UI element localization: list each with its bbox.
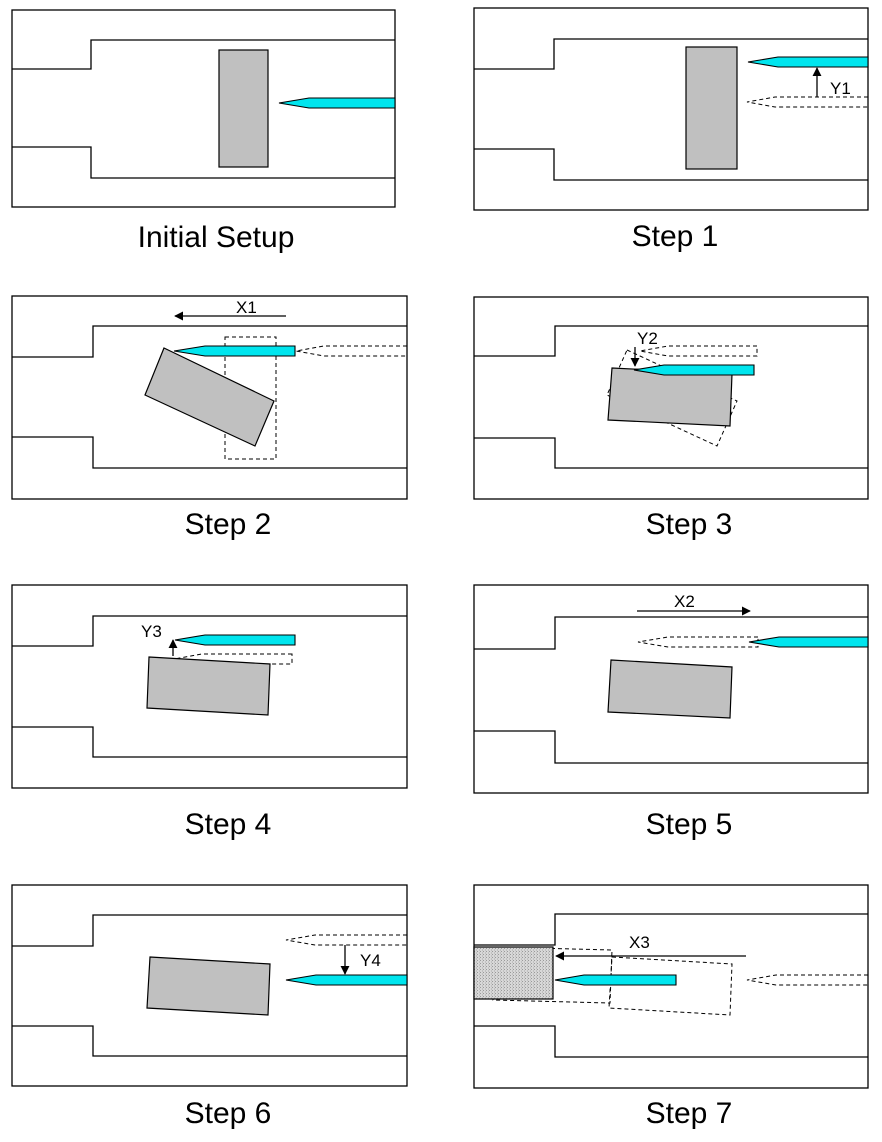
panel-step-7: X3 Step 7: [473, 884, 869, 1130]
needle-probe: [173, 345, 296, 357]
motion-label-y2: Y2: [637, 329, 658, 348]
needle-probe: [278, 97, 396, 109]
needle-probe: [554, 974, 677, 986]
caption-step-6: Step 6: [185, 1097, 272, 1130]
motion-label-y3: Y3: [141, 622, 162, 641]
part-block: [146, 956, 271, 1016]
part-block-ghost-previous: [224, 336, 277, 460]
motion-label-x1: X1: [236, 298, 257, 317]
needle-ghost-previous: [637, 636, 759, 648]
caption-step-3: Step 3: [646, 508, 733, 541]
panel-step-4: Y3 Step 4: [11, 584, 408, 841]
frame: [473, 7, 869, 211]
caption-step-5: Step 5: [646, 808, 733, 841]
part-block: [144, 347, 275, 447]
needle-ghost-previous: [295, 345, 408, 357]
frame: [473, 296, 869, 500]
needle-probe: [747, 56, 869, 68]
caption-step-2: Step 2: [185, 508, 272, 541]
needle-ghost-previous: [285, 934, 408, 946]
needle-probe: [748, 636, 869, 648]
part-block: [685, 46, 738, 170]
cavity-outline: [12, 39, 395, 179]
cavity-outline: [474, 913, 868, 1058]
panel-initial-setup: Initial Setup: [11, 9, 396, 254]
panel-step-1: Y1 Step 1: [473, 7, 869, 253]
part-block: [607, 367, 733, 427]
caption-step-4: Step 4: [185, 808, 272, 841]
frame: [11, 295, 408, 500]
cavity-outline: [12, 914, 407, 1057]
needle-ghost-previous: [746, 974, 869, 986]
cavity-outline: [12, 615, 407, 758]
motion-label-x2: X2: [674, 592, 695, 611]
part-block: [218, 49, 269, 168]
cavity-outline: [474, 616, 868, 764]
needle-probe: [633, 364, 755, 376]
cavity-outline: [474, 325, 868, 469]
motion-label-x3: X3: [629, 933, 650, 952]
needle-probe: [174, 634, 296, 646]
motion-label-y1: Y1: [830, 79, 851, 98]
needle-ghost-previous: [746, 96, 869, 108]
frame: [11, 584, 408, 789]
caption-step-7: Step 7: [646, 1097, 733, 1130]
needle-ghost-previous: [173, 653, 293, 665]
part-block: [146, 656, 271, 716]
needle-probe: [285, 974, 408, 986]
panel-step-5: X2 Step 5: [473, 584, 869, 841]
part-block-seated: [473, 946, 554, 1000]
frame: [473, 584, 869, 794]
part-block: [607, 659, 733, 719]
caption-initial-setup: Initial Setup: [138, 221, 295, 254]
panel-step-6: Y4 Step 6: [11, 884, 408, 1130]
panel-step-3: Y2 Step 3: [473, 296, 869, 541]
motion-label-y4: Y4: [360, 951, 381, 970]
cavity-outline: [474, 38, 868, 181]
part-block-ghost-previous: [608, 956, 733, 1016]
caption-step-1: Step 1: [632, 220, 719, 253]
cavity-outline: [12, 325, 407, 469]
panel-step-2: X1 Step 2: [11, 295, 408, 541]
